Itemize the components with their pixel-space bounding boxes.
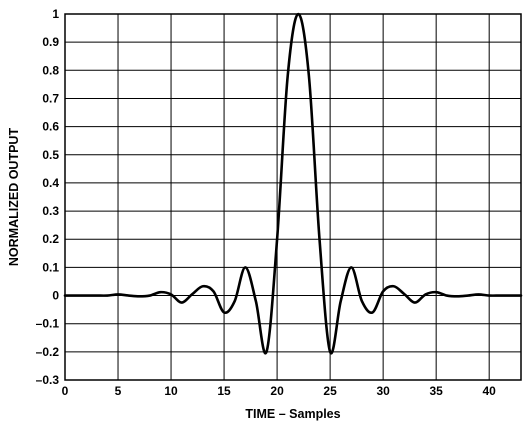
plot-frame bbox=[64, 13, 522, 381]
x-axis-label: TIME – Samples bbox=[245, 407, 340, 421]
x-tick-label: 35 bbox=[429, 384, 443, 398]
y-tick-label: 1 bbox=[52, 7, 59, 21]
x-tick-label: 25 bbox=[323, 384, 337, 398]
y-tick-label: 0.5 bbox=[42, 148, 59, 162]
y-tick-label: –0.2 bbox=[36, 345, 60, 359]
x-tick-label: 0 bbox=[62, 384, 69, 398]
x-tick-label: 20 bbox=[270, 384, 284, 398]
x-tick-labels: 0 5 10 15 20 25 30 35 40 bbox=[62, 384, 497, 398]
x-tick-label: 30 bbox=[376, 384, 390, 398]
y-tick-label: –0.3 bbox=[36, 373, 60, 387]
y-tick-label: 0.2 bbox=[42, 232, 59, 246]
x-tick-label: 15 bbox=[217, 384, 231, 398]
x-tick-label: 5 bbox=[115, 384, 122, 398]
y-tick-label: 0.6 bbox=[42, 120, 59, 134]
y-tick-labels: –0.3 –0.2 –0.1 0 0.1 0.2 0.3 0.4 0.5 0.6 0.7 0.8 0.9… bbox=[36, 7, 60, 387]
y-axis-label: NORMALIZED OUTPUT bbox=[7, 128, 21, 267]
y-tick-label: 0.8 bbox=[42, 63, 59, 77]
y-tick-label: 0.3 bbox=[42, 204, 59, 218]
x-tick-label: 40 bbox=[483, 384, 497, 398]
grid bbox=[65, 14, 521, 380]
y-tick-label: 0.7 bbox=[42, 91, 59, 105]
series-line bbox=[63, 12, 523, 355]
x-tick-label: 10 bbox=[164, 384, 178, 398]
y-tick-label: –0.1 bbox=[36, 317, 60, 331]
y-tick-label: 0.9 bbox=[42, 35, 59, 49]
y-tick-label: 0.1 bbox=[42, 260, 59, 274]
y-tick-label: 0 bbox=[52, 289, 59, 303]
y-tick-label: 0.4 bbox=[42, 176, 59, 190]
